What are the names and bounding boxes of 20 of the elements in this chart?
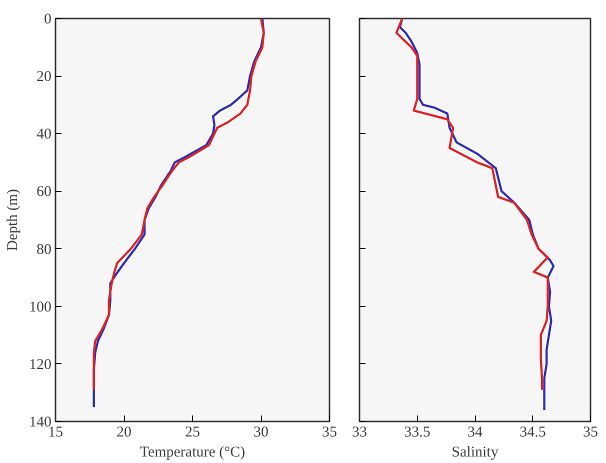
x-tick-label: 34 (468, 424, 483, 440)
y-tick-label: 60 (36, 184, 52, 200)
y-tick-label: 40 (36, 126, 52, 143)
x-axis-title: Salinity (452, 444, 499, 460)
x-tick-label: 25 (185, 424, 200, 440)
x-tick-label: 20 (116, 424, 132, 440)
y-tick-label: 80 (36, 242, 52, 258)
y-tick-label: 120 (29, 356, 52, 373)
x-tick-label: 30 (254, 424, 268, 440)
x-tick-label: 33 (352, 424, 367, 440)
x-tick-label: 35 (583, 424, 598, 440)
y-tick-label: 140 (29, 414, 52, 430)
y-tick-label: 0 (44, 12, 52, 28)
y-tick-label: 100 (29, 299, 52, 316)
y-tick-label: 20 (36, 69, 52, 86)
y-axis-title: Depth (m) (5, 188, 21, 252)
x-tick-label: 33.5 (404, 424, 430, 440)
x-tick-label: 34.5 (520, 424, 546, 440)
x-tick-label: 35 (322, 424, 337, 440)
x-axis-title: Temperature (°C) (140, 444, 246, 460)
